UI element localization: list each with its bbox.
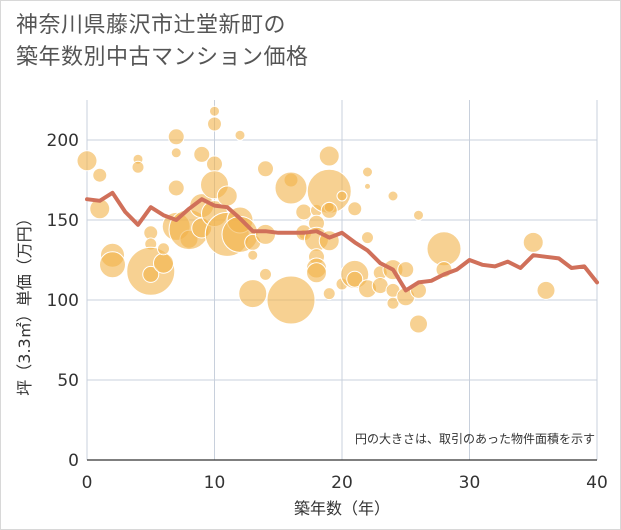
x-tick-label: 20: [331, 473, 353, 493]
bubble-point: [131, 160, 145, 174]
bubble-point: [76, 150, 98, 172]
bubble-point: [274, 171, 308, 205]
bubble-point: [397, 261, 415, 279]
bubble-point: [322, 287, 336, 301]
bubble-point: [387, 190, 399, 202]
chart-title: 神奈川県藤沢市辻堂新町の 築年数別中古マンション価格: [16, 10, 309, 74]
y-tick-label: 150: [47, 211, 79, 231]
x-tick-label: 30: [459, 473, 481, 493]
chart-title-line1: 神奈川県藤沢市辻堂新町の: [16, 13, 287, 38]
bubble-point: [206, 155, 223, 173]
bubble-layer: [76, 105, 556, 334]
bubble-point: [234, 129, 246, 141]
bubble-point: [426, 231, 462, 267]
bubble-point: [259, 267, 272, 281]
y-tick-label: 100: [47, 291, 79, 311]
bubble-point: [361, 231, 374, 245]
x-tick-label: 10: [204, 473, 226, 493]
bubble-point: [238, 279, 268, 309]
bubble-point: [306, 262, 327, 284]
bubble-point: [216, 185, 238, 207]
bubble-point: [170, 147, 182, 159]
bubble-point: [346, 270, 364, 288]
bubble-point: [536, 280, 556, 300]
bubble-point: [153, 252, 174, 274]
bubble-point: [99, 251, 126, 279]
bubble-point: [318, 145, 340, 167]
bubble-point: [336, 190, 348, 202]
bubble-point: [413, 209, 424, 221]
bubble-point: [409, 314, 428, 334]
bubble-point: [92, 167, 108, 183]
trend-line: [85, 190, 599, 293]
y-tick-label: 0: [68, 451, 79, 471]
bubble-point: [167, 128, 185, 146]
bubble-point: [295, 203, 313, 221]
bubble-size-note: 円の大きさは、取引のあった物件面積を示す: [355, 431, 595, 446]
bubble-point: [255, 223, 276, 245]
bubble-point: [257, 160, 274, 178]
bubble-point: [193, 145, 211, 163]
bubble-point: [167, 179, 185, 197]
trend-layer: [85, 190, 599, 293]
bubble-point: [522, 231, 544, 253]
bubble-point: [362, 166, 373, 178]
x-tick-label: 0: [82, 473, 93, 493]
bubble-point: [157, 242, 170, 256]
y-axis-label: 坪（3.3㎡）単価（万円）: [15, 210, 34, 395]
tick-labels: 0 10 20 30 40 0 50 100 150 200: [47, 131, 608, 493]
x-tick-label: 40: [586, 473, 608, 493]
chart-title-line2: 築年数別中古マンション価格: [16, 45, 309, 70]
y-tick-label: 200: [47, 131, 79, 151]
bubble-point: [247, 249, 259, 261]
bubble-point: [320, 201, 338, 219]
bubble-point: [207, 116, 222, 132]
bubble-point: [266, 275, 316, 325]
x-axis-label: 築年数（年）: [294, 499, 390, 518]
bubble-point: [364, 182, 371, 190]
bubble-point: [142, 265, 160, 283]
y-tick-label: 50: [57, 371, 79, 391]
bubble-point: [209, 105, 220, 117]
bubble-point: [347, 201, 363, 217]
